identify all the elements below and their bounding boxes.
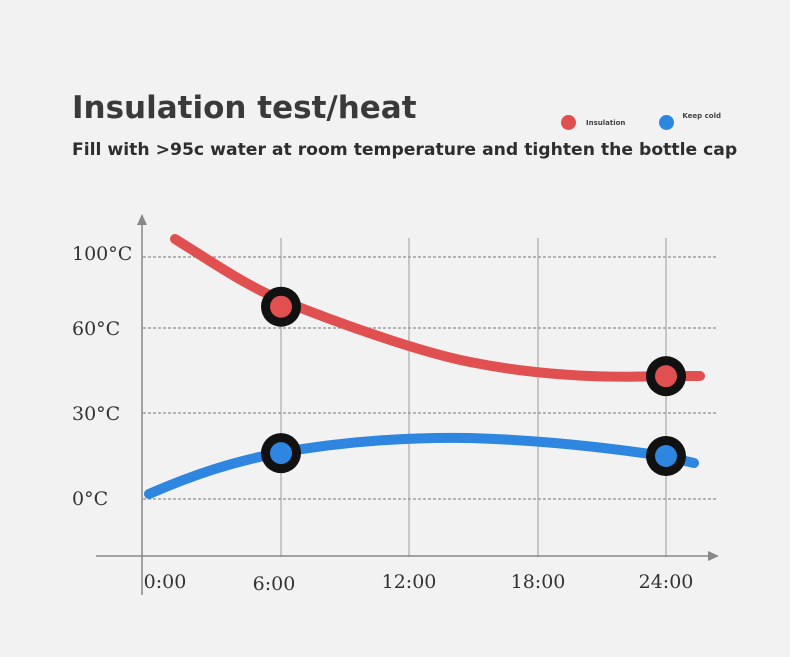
series-line-insulation: [170, 234, 705, 382]
legend-label-insulation: Insulation: [586, 118, 626, 127]
legend-item-insulation: Insulation: [561, 115, 625, 130]
x-axis-arrow-icon: [708, 551, 719, 561]
y-tick-label: 0°C: [72, 488, 108, 510]
legend: Insulation Keep cold: [0, 110, 790, 140]
data-point-keep-cold: [655, 445, 677, 467]
data-point-keep-cold: [270, 442, 292, 465]
legend-swatch-insulation: [561, 115, 576, 130]
legend-item-keep-cold: Keep cold: [659, 112, 721, 130]
x-tick-label: 24:00: [639, 571, 694, 593]
x-tick-label: 18:00: [511, 571, 566, 593]
legend-swatch-keep-cold: [659, 115, 674, 130]
data-point-insulation: [655, 365, 677, 388]
y-axis-arrow-icon: [137, 214, 147, 225]
y-tick-label: 30°C: [72, 403, 120, 425]
x-tick-label: 6:00: [253, 573, 296, 595]
y-tick-label: 100°C: [72, 243, 132, 265]
markers-layer: [261, 286, 686, 476]
chart-subtitle: Fill with >95c water at room temperature…: [72, 140, 738, 160]
chart-title: Insulation test/heat: [72, 90, 417, 126]
legend-label-keep-cold: Keep cold: [682, 112, 721, 120]
x-tick-label: 12:00: [382, 571, 437, 593]
data-point-insulation: [270, 295, 292, 318]
x-tick-label: 0:00: [144, 571, 187, 593]
series-line-keep-cold: [144, 432, 699, 499]
y-tick-label: 60°C: [72, 318, 120, 340]
